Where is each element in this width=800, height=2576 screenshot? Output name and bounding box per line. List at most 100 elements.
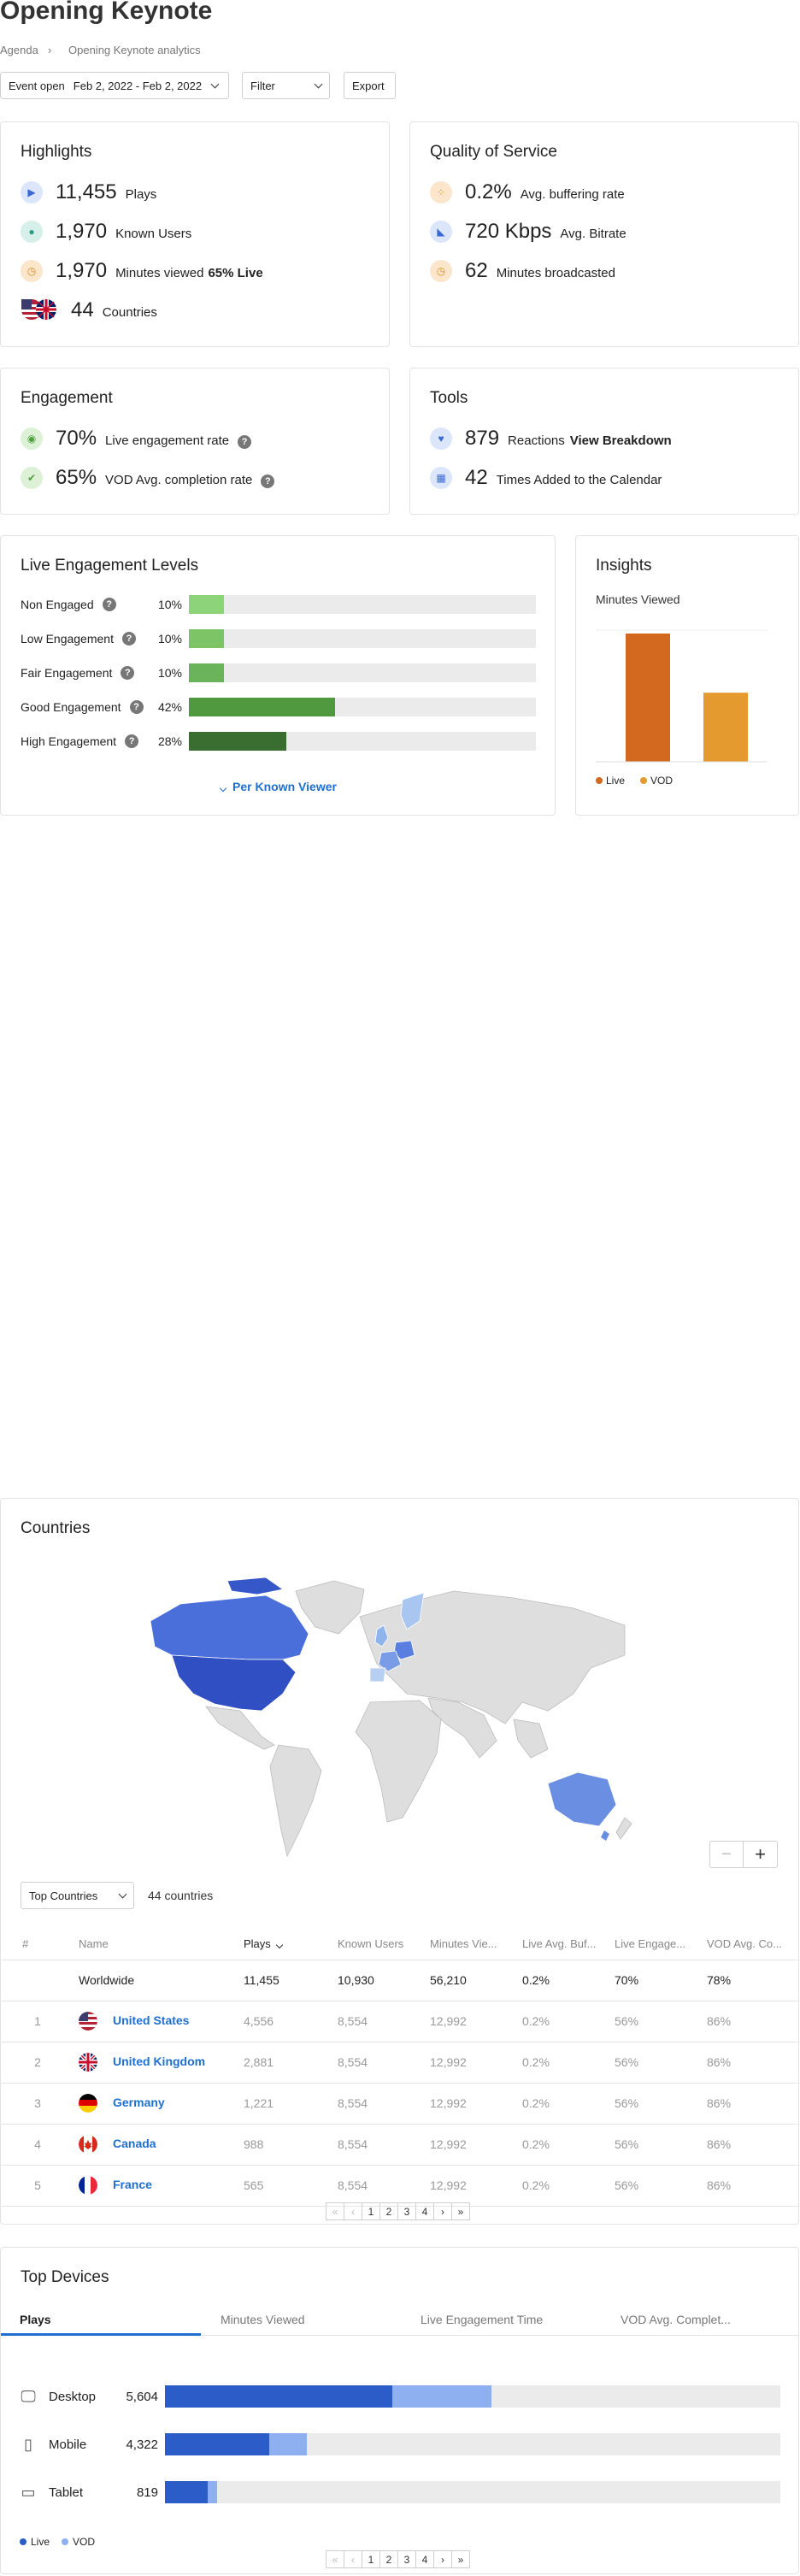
zoom-out-button[interactable]: − (709, 1841, 744, 1868)
cell-known-users: 8,554 (338, 2165, 430, 2207)
page-button[interactable]: 2 (379, 2550, 398, 2568)
tab-live-engagement-time[interactable]: Live Engagement Time (421, 2313, 544, 2326)
breadcrumb-agenda[interactable]: Agenda (0, 44, 38, 56)
stat-calendar-adds: 42 Times Added to the Calendar (465, 466, 662, 489)
help-icon[interactable]: ? (102, 598, 116, 611)
level-percent: 28% (157, 734, 182, 748)
filter-dropdown[interactable]: Filter (242, 72, 330, 99)
chevron-down-icon (219, 784, 227, 793)
top-countries-dropdown[interactable]: Top Countries (21, 1882, 134, 1909)
page-button[interactable]: 3 (397, 2550, 416, 2568)
flag-ca-icon (79, 2135, 97, 2154)
tools-card: Tools ♥ 879 Reactions View Breakdown ▦ 42… (409, 368, 799, 515)
country-name[interactable]: United States (79, 2001, 244, 2043)
legend-live-swatch (20, 2538, 26, 2545)
level-bar-fill (189, 732, 286, 751)
cell-live-engagement: 56% (615, 2083, 707, 2125)
stat-vod-completion: 65% VOD Avg. completion rate? (56, 466, 275, 490)
level-bar-track (189, 595, 536, 614)
device-value: 4,322 (126, 2437, 158, 2452)
engagement-level-row: Good Engagement? 42% (21, 698, 536, 716)
cell-plays: 1,221 (244, 2083, 338, 2125)
page-button[interactable]: 2 (379, 2202, 398, 2220)
event-open-label: Event open (9, 79, 65, 92)
last-page-button[interactable]: » (451, 2550, 470, 2568)
zoom-in-button[interactable]: + (744, 1841, 778, 1868)
chevron-down-icon (314, 80, 323, 88)
view-breakdown-link[interactable]: View Breakdown (569, 433, 672, 448)
flags-icon (21, 298, 58, 321)
flag-fr-icon (79, 2176, 97, 2195)
row-rank: 2 (22, 2042, 79, 2084)
chart-bar-live[interactable] (626, 634, 670, 762)
col-live-buffer[interactable]: Live Avg. Buf... (522, 1929, 615, 1960)
highlights-title: Highlights (21, 143, 92, 161)
cell-known-users: 8,554 (338, 2001, 430, 2043)
table-row[interactable]: 4 Canada 988 8,554 12,992 0.2% 56% 86% (0, 2124, 798, 2166)
tab-minutes-viewed[interactable]: Minutes Viewed (221, 2313, 305, 2326)
level-bar-fill (189, 663, 224, 682)
next-page-button[interactable]: › (433, 2202, 452, 2220)
event-date-dropdown[interactable]: Event open Feb 2, 2022 - Feb 2, 2022 (0, 72, 229, 99)
legend-label-live: Live (606, 775, 625, 787)
level-percent: 42% (157, 700, 182, 714)
page-button[interactable]: 3 (397, 2202, 416, 2220)
help-icon[interactable]: ? (261, 475, 275, 488)
last-page-button[interactable]: » (451, 2202, 470, 2220)
country-name[interactable]: United Kingdom (79, 2042, 244, 2084)
page-button[interactable]: 4 (415, 2550, 434, 2568)
col-name[interactable]: Name (79, 1929, 244, 1960)
export-button[interactable]: Export (344, 72, 396, 99)
chart-bar-vod[interactable] (703, 693, 748, 762)
per-known-viewer-link[interactable]: Per Known Viewer (1, 780, 556, 793)
heart-icon: ♥ (430, 427, 452, 450)
col-live-engagement[interactable]: Live Engage... (615, 1929, 707, 1960)
cell-live-engagement: 56% (615, 2042, 707, 2084)
table-row[interactable]: 3 Germany 1,221 8,554 12,992 0.2% 56% 86% (0, 2083, 798, 2125)
first-page-button[interactable]: « (326, 2550, 344, 2568)
help-icon[interactable]: ? (238, 435, 252, 449)
table-row[interactable]: 1 United States 4,556 8,554 12,992 0.2% 56% 86% (0, 2001, 798, 2043)
country-name[interactable]: Germany (79, 2083, 244, 2125)
next-page-button[interactable]: › (433, 2550, 452, 2568)
cell-live-engagement: 56% (615, 2165, 707, 2207)
col-plays[interactable]: Plays (244, 1929, 338, 1960)
col-minutes-viewed[interactable]: Minutes Vie... (430, 1929, 522, 1960)
level-bar-fill (189, 698, 335, 716)
col-vod-completion[interactable]: VOD Avg. Co... (707, 1929, 798, 1960)
device-name: Desktop (49, 2389, 97, 2404)
stat-buffering: 0.2% Avg. buffering rate (465, 180, 625, 203)
insights-subtitle: Minutes Viewed (596, 592, 680, 606)
col-known-users[interactable]: Known Users (338, 1929, 430, 1960)
table-row[interactable]: 5 France 565 8,554 12,992 0.2% 56% 86% (0, 2165, 798, 2207)
bitrate-icon: ◣ (430, 221, 452, 243)
help-icon[interactable]: ? (121, 632, 136, 645)
level-name: Fair Engagement? (21, 666, 149, 680)
stat-bitrate: 720 Kbps Avg. Bitrate (465, 220, 626, 243)
cell-minutes: 12,992 (430, 2083, 522, 2125)
page-button[interactable]: 1 (362, 2202, 380, 2220)
cell-buffer: 0.2% (522, 2165, 615, 2207)
table-row[interactable]: 2 United Kingdom 2,881 8,554 12,992 0.2% 56% 86… (0, 2042, 798, 2084)
world-map[interactable] (146, 1574, 659, 1860)
level-bar-track (189, 732, 536, 751)
country-name[interactable]: Canada (79, 2124, 244, 2166)
help-icon[interactable]: ? (129, 700, 144, 714)
page-button[interactable]: 1 (362, 2550, 380, 2568)
help-icon[interactable]: ? (125, 734, 139, 748)
page-title: Opening Keynote (0, 0, 213, 25)
device-name: Mobile (49, 2437, 87, 2452)
page-button[interactable]: 4 (415, 2202, 434, 2220)
tab-plays[interactable]: Plays (20, 2313, 51, 2326)
first-page-button[interactable]: « (326, 2202, 344, 2220)
countries-pagination: «‹ 1 2 3 4 ›» (326, 2202, 470, 2220)
country-name[interactable]: France (79, 2165, 244, 2207)
tab-vod-completion[interactable]: VOD Avg. Complet... (621, 2313, 731, 2326)
legend-vod-swatch (62, 2538, 69, 2545)
help-icon[interactable]: ? (121, 666, 135, 680)
prev-page-button[interactable]: ‹ (344, 2202, 362, 2220)
prev-page-button[interactable]: ‹ (344, 2550, 362, 2568)
insights-bar-chart: Live VOD (596, 629, 767, 787)
cell-minutes: 12,992 (430, 2124, 522, 2166)
play-icon: ▶ (21, 181, 43, 203)
